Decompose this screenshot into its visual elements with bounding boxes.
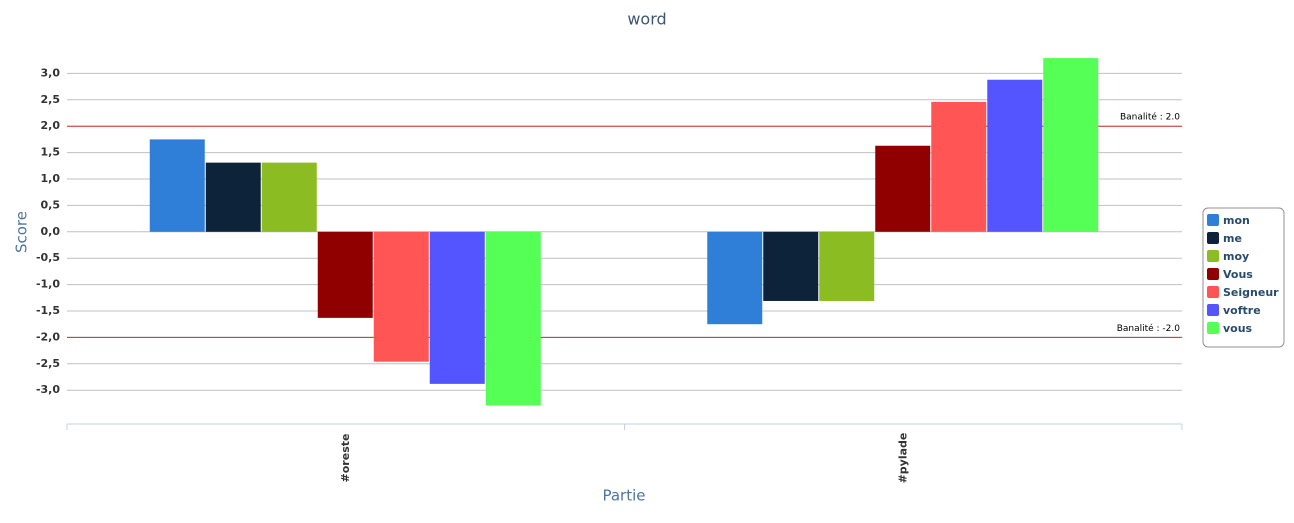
legend-label: mon: [1223, 214, 1250, 227]
x-axis-title: Partie: [602, 487, 645, 505]
legend-box: [1202, 207, 1285, 348]
y-tick-label: 2,0: [41, 119, 61, 132]
legend-swatch: [1207, 322, 1219, 334]
bar: [205, 162, 261, 232]
legend-label: Vous: [1223, 268, 1253, 281]
bar: [485, 231, 541, 406]
legend-swatch: [1207, 214, 1219, 226]
bar: [317, 231, 373, 318]
y-tick-label: 1,0: [41, 172, 61, 185]
y-tick-label: 0,0: [41, 225, 61, 238]
bar: [429, 231, 485, 384]
legend-swatch: [1207, 268, 1219, 280]
bar: [373, 231, 429, 362]
legend-swatch: [1207, 286, 1219, 298]
reference-label: Banalité : -2.0: [1117, 323, 1181, 334]
legend-swatch: [1207, 304, 1219, 316]
y-tick-label: -1,5: [36, 304, 60, 317]
bar: [149, 139, 205, 232]
y-tick-label: -3,0: [36, 383, 60, 396]
legend-swatch: [1207, 250, 1219, 262]
legend-label: voftre: [1223, 304, 1261, 317]
x-tick-label: #pylade: [896, 433, 909, 484]
y-tick-label: 1,5: [41, 146, 61, 159]
y-axis-title: Score: [13, 211, 31, 253]
y-tick-label: 3,0: [41, 66, 61, 79]
y-tick-label: 0,5: [41, 198, 61, 211]
bar: [819, 231, 875, 301]
y-tick-label: -2,0: [36, 330, 60, 343]
bar: [1043, 58, 1099, 232]
x-tick-label: #oreste: [339, 434, 352, 483]
legend-swatch: [1207, 232, 1219, 244]
reference-label: Banalité : 2.0: [1120, 112, 1180, 123]
y-tick-label: -2,5: [36, 357, 60, 370]
bar: [261, 162, 317, 232]
bar: [987, 79, 1043, 232]
bar: [931, 101, 987, 232]
y-tick-label: -1,0: [36, 278, 60, 291]
legend-label: Seigneur: [1223, 286, 1279, 299]
y-tick-label: 2,5: [41, 93, 61, 106]
y-tick-label: -0,5: [36, 251, 60, 264]
legend-label: vous: [1223, 322, 1253, 335]
legend-label: me: [1223, 232, 1242, 245]
legend-label: moy: [1223, 250, 1249, 263]
bar: [763, 231, 819, 301]
bar: [875, 145, 931, 232]
chart-title: word: [627, 10, 666, 29]
bar: [707, 231, 763, 325]
